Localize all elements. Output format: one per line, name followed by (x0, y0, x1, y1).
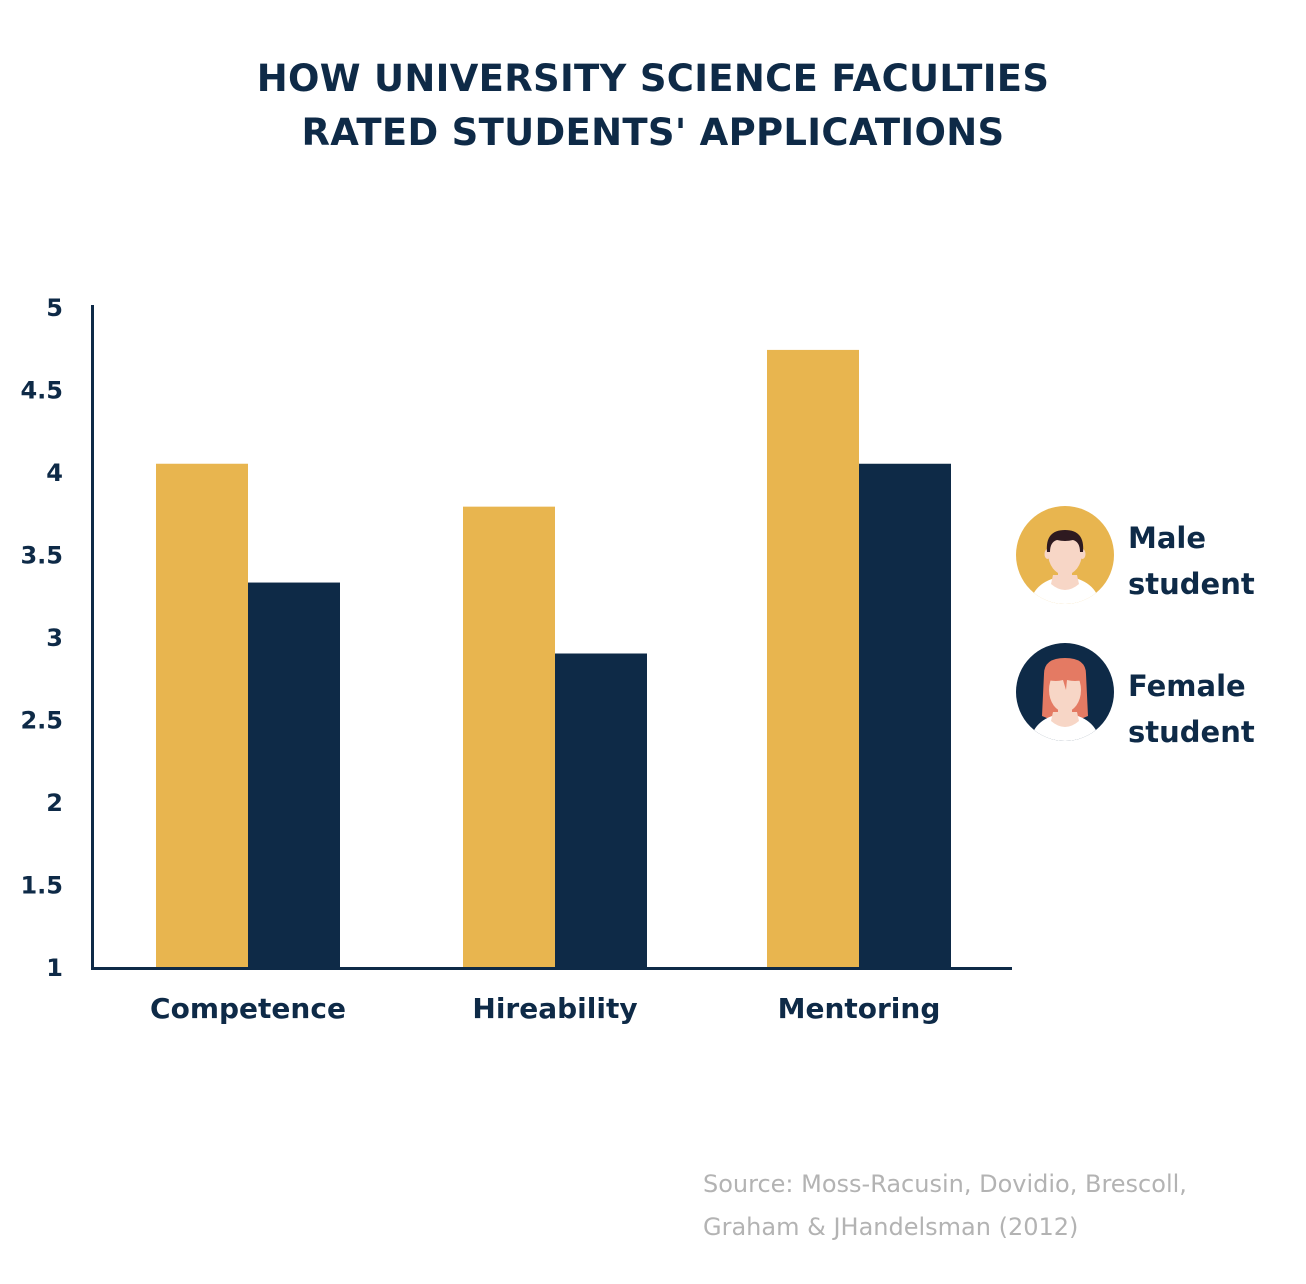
y-tick-label: 3 (46, 624, 63, 652)
y-tick-label: 3.5 (20, 542, 63, 570)
y-tick-label: 5 (46, 294, 63, 322)
bar-male-mentoring (767, 349, 859, 967)
source-note: Source: Moss-Racusin, Dovidio, Brescoll,… (703, 1163, 1293, 1249)
bars-group (156, 349, 951, 967)
legend-female-line-2: student (1128, 715, 1255, 749)
legend-female-label: Female student (1128, 663, 1298, 755)
legend-male-line-1: Male (1128, 521, 1207, 555)
x-tick-label: Hireability (472, 992, 637, 1025)
chart-title-line-1: HOW UNIVERSITY SCIENCE FACULTIES (256, 57, 1050, 100)
x-tick-label: Competence (150, 992, 346, 1025)
source-line-1: Source: Moss-Racusin, Dovidio, Brescoll, (703, 1170, 1187, 1198)
y-tick-label: 4 (46, 459, 63, 487)
y-tick-label: 2 (46, 789, 63, 817)
chart-title-line-2: RATED STUDENTS' APPLICATIONS (301, 111, 1005, 154)
legend-male-label: Male student (1128, 515, 1298, 607)
male-avatar-icon (1016, 506, 1114, 604)
bar-male-competence (156, 463, 248, 967)
bar-male-hireability (463, 506, 555, 967)
y-tick-label: 1 (46, 954, 63, 982)
bar-female-mentoring (859, 463, 951, 967)
y-tick-labels: 1 1.5 2 2.5 3 3.5 4 4.5 5 (20, 294, 63, 982)
y-tick-label: 2.5 (20, 707, 63, 735)
legend-female-line-1: Female (1128, 669, 1246, 703)
legend-male-line-2: student (1128, 567, 1255, 601)
x-tick-label: Mentoring (778, 992, 941, 1025)
chart-title: HOW UNIVERSITY SCIENCE FACULTIES RATED S… (0, 52, 1306, 160)
bar-female-hireability (555, 653, 647, 967)
female-avatar-icon (1016, 643, 1114, 741)
x-tick-labels: Competence Hireability Mentoring (150, 992, 940, 1025)
source-line-2: Graham & JHandelsman (2012) (703, 1213, 1079, 1241)
y-tick-label: 4.5 (20, 377, 63, 405)
y-tick-label: 1.5 (20, 872, 63, 900)
bar-female-competence (248, 582, 340, 967)
